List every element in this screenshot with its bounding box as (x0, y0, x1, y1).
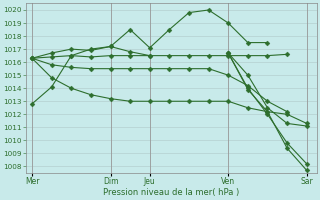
X-axis label: Pression niveau de la mer( hPa ): Pression niveau de la mer( hPa ) (103, 188, 239, 197)
